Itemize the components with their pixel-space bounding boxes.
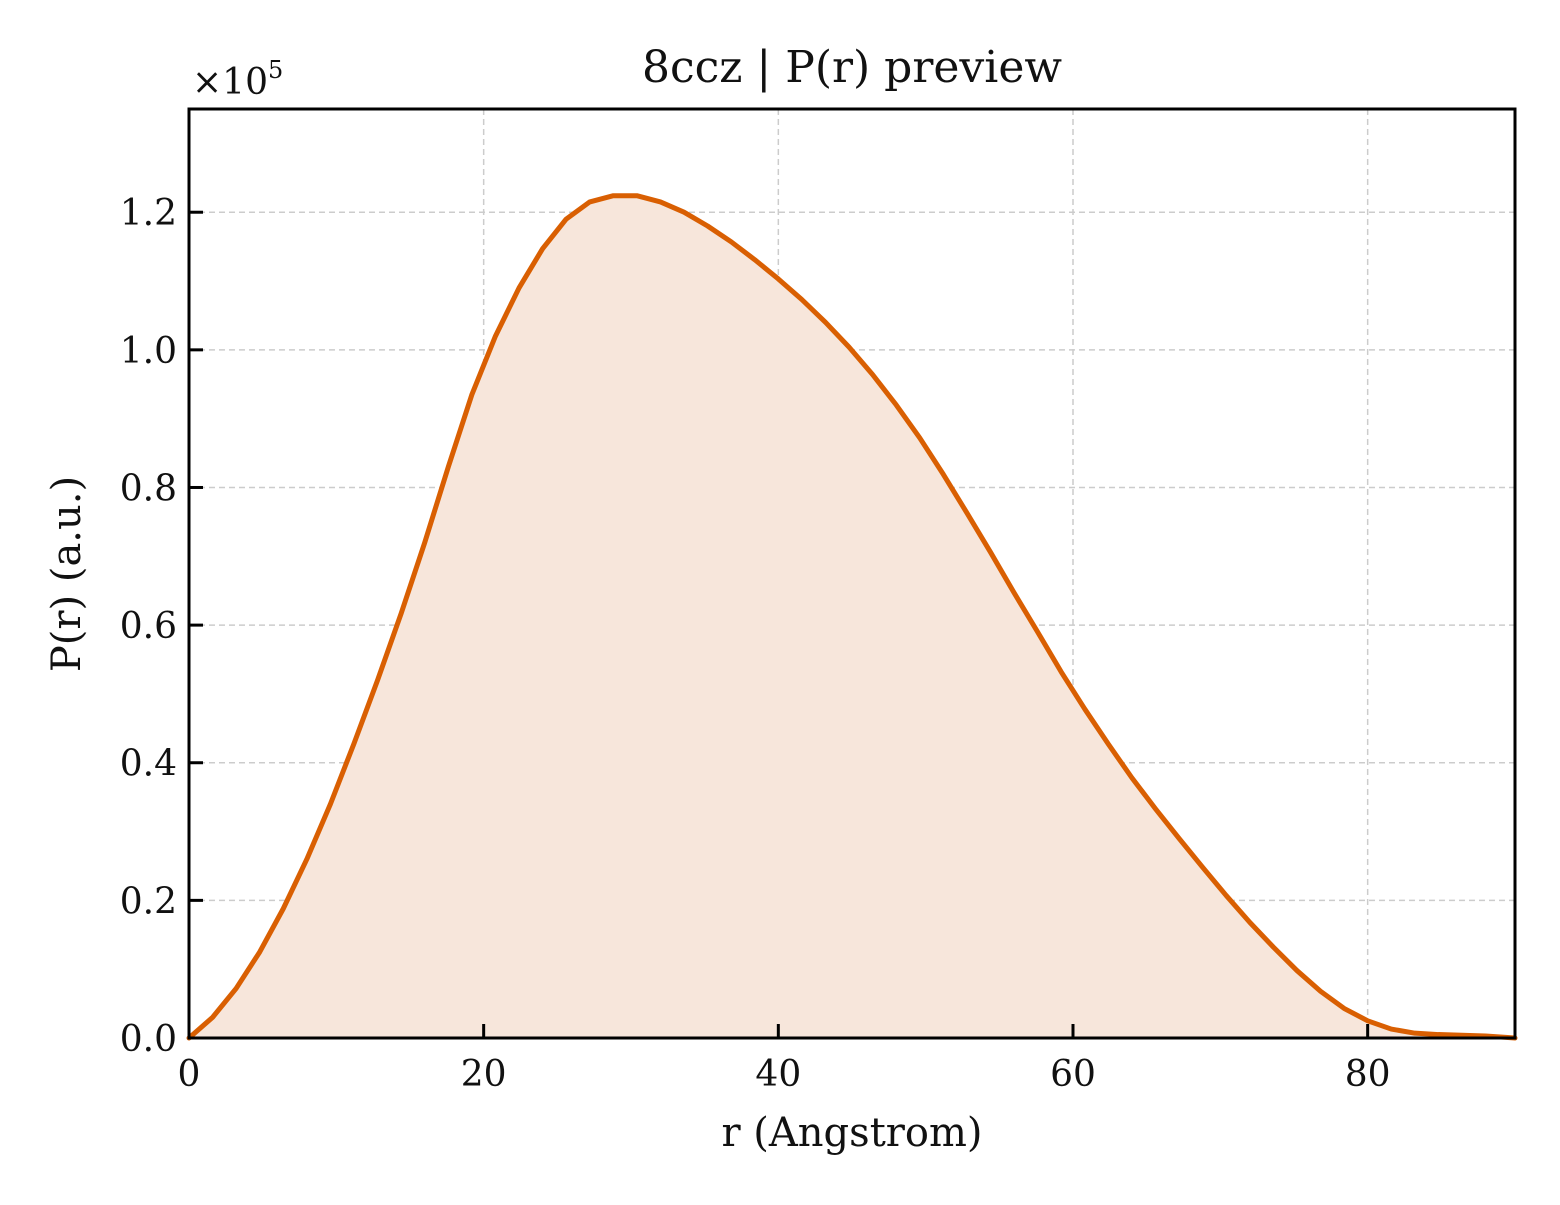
x-tick-label: 20 xyxy=(461,1054,507,1095)
y-tick-label: 0.2 xyxy=(120,881,177,922)
y-multiplier-base: ×10 xyxy=(192,62,268,103)
y-axis-multiplier: ×105 xyxy=(192,56,283,103)
chart-title: 8ccz | P(r) preview xyxy=(642,42,1062,93)
y-tick-label: 0.6 xyxy=(120,606,177,647)
x-tick-label: 40 xyxy=(755,1054,801,1095)
y-tick-label: 0.0 xyxy=(120,1019,177,1060)
y-axis-label: P(r) (a.u.) xyxy=(44,476,90,672)
x-axis-label: r (Angstrom) xyxy=(721,1110,982,1156)
tick-labels: 0 20 40 60 80 0.0 0.2 0.4 0.6 0.8 1.0 1.2 xyxy=(120,193,1391,1095)
series-area-fill xyxy=(189,195,1515,1038)
x-tick-label: 80 xyxy=(1345,1054,1391,1095)
y-multiplier-exponent: 5 xyxy=(268,56,283,84)
y-tick-label: 0.8 xyxy=(120,468,177,509)
plot-frame xyxy=(187,107,1517,1040)
y-tick-label: 1.2 xyxy=(120,193,177,234)
tick-marks xyxy=(187,210,1370,1040)
x-tick-label: 0 xyxy=(178,1054,201,1095)
series-line xyxy=(186,193,1518,1041)
x-tick-label: 60 xyxy=(1050,1054,1096,1095)
y-tick-label: 1.0 xyxy=(120,331,177,372)
y-tick-label: 0.4 xyxy=(120,744,177,785)
